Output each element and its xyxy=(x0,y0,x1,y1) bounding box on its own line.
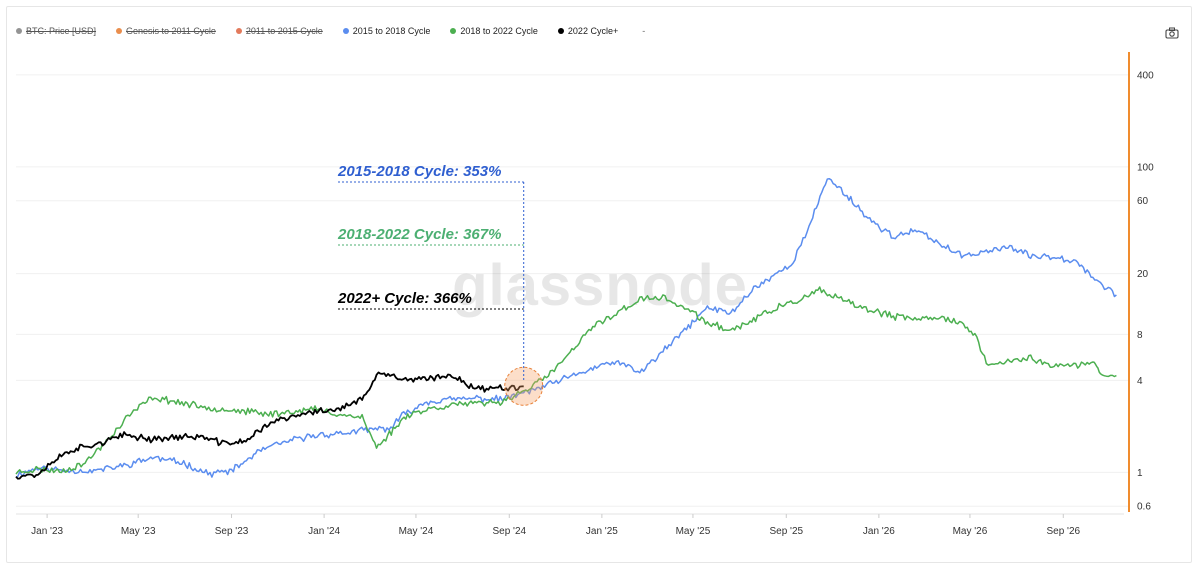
camera-icon[interactable] xyxy=(1165,27,1179,39)
x-tick-label: Jan '26 xyxy=(863,526,895,537)
legend-dot-icon xyxy=(557,28,564,34)
y-tick-label: 20 xyxy=(1137,269,1149,280)
chart-frame xyxy=(6,6,1192,563)
legend-dot-icon xyxy=(342,28,349,34)
x-tick-label: Sep '25 xyxy=(769,526,803,537)
y-tick-label: 4 xyxy=(1137,376,1143,387)
x-tick-label: Jan '24 xyxy=(308,526,340,537)
legend-extra: - xyxy=(642,26,646,36)
y-tick-label: 100 xyxy=(1137,162,1154,173)
x-tick-label: May '24 xyxy=(399,526,434,537)
series-line xyxy=(15,286,1117,475)
legend-item[interactable]: 2011 to 2015 Cycle xyxy=(235,26,323,36)
legend: BTC: Price [USD] Genesis to 2011 Cycle 201… xyxy=(16,24,645,38)
x-tick-label: Jan '23 xyxy=(31,526,63,537)
x-tick-label: Sep '23 xyxy=(215,526,249,537)
y-tick-label: 60 xyxy=(1137,196,1149,207)
y-tick-label: 8 xyxy=(1137,330,1143,341)
y-tick-label: 0.6 xyxy=(1137,502,1151,513)
legend-label: 2022 Cycle+ xyxy=(567,26,619,36)
x-tick-label: May '25 xyxy=(676,526,711,537)
legend-dot-icon xyxy=(16,28,22,34)
legend-item[interactable]: Genesis to 2011 Cycle xyxy=(116,26,216,36)
legend-label: BTC: Price [USD] xyxy=(26,26,97,36)
legend-label: 2011 to 2015 Cycle xyxy=(245,26,323,36)
x-tick-label: May '23 xyxy=(121,526,156,537)
legend-label: 2018 to 2022 Cycle xyxy=(460,26,538,36)
legend-label: Genesis to 2011 Cycle xyxy=(126,26,216,36)
y-tick-label: 400 xyxy=(1137,70,1154,81)
series-line xyxy=(15,371,524,480)
legend-label: 2015 to 2018 Cycle xyxy=(352,26,431,36)
x-tick-label: Sep '26 xyxy=(1046,526,1080,537)
annotation-label: 2022+ Cycle: 366% xyxy=(337,290,472,307)
annotation-label: 2018-2022 Cycle: 367% xyxy=(337,226,501,243)
y-tick-label: 1 xyxy=(1137,468,1143,479)
legend-item[interactable]: BTC: Price [USD] xyxy=(16,26,96,36)
annotation-label: 2015-2018 Cycle: 353% xyxy=(337,163,501,180)
legend-dot-icon xyxy=(450,28,457,34)
series-line xyxy=(15,177,1117,478)
legend-item[interactable]: 2015 to 2018 Cycle xyxy=(342,26,431,36)
legend-dot-icon xyxy=(235,28,242,34)
legend-item[interactable]: 2022 Cycle+ xyxy=(557,26,619,36)
legend-dot-icon xyxy=(116,28,123,34)
x-tick-label: May '26 xyxy=(953,526,988,537)
x-tick-label: Jan '25 xyxy=(586,526,618,537)
legend-item[interactable]: 2018 to 2022 Cycle xyxy=(450,26,538,36)
x-tick-label: Sep '24 xyxy=(492,526,526,537)
highlight-circle xyxy=(504,366,544,406)
watermark: glassnode xyxy=(452,253,748,318)
